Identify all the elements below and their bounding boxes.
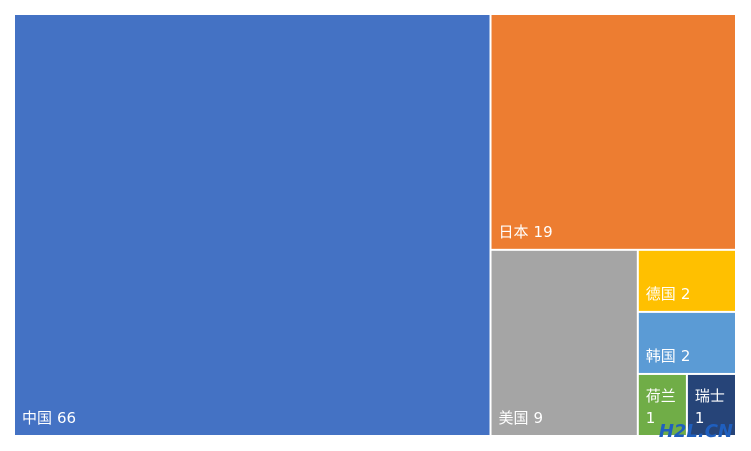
tile-label: 韩国 2 [646, 347, 691, 365]
tile-value: 9 [534, 409, 544, 427]
tile-name: 荷兰 [646, 387, 676, 405]
tile-value: 66 [57, 409, 76, 427]
tile-label: 荷兰 1 [646, 387, 676, 427]
tile [638, 250, 735, 311]
tile-value: 1 [695, 409, 705, 427]
tile-label: 德国 2 [646, 285, 691, 303]
tile [687, 374, 735, 435]
tile [638, 374, 686, 435]
tile-label: 瑞士 1 [695, 387, 725, 427]
tile [491, 15, 735, 249]
watermark: H2L.CN [659, 421, 733, 442]
tile-name: 中国 [22, 409, 52, 427]
tile-name: 美国 [499, 409, 529, 427]
tile-label: 日本 19 [499, 223, 553, 241]
tile-name: 瑞士 [695, 387, 725, 405]
tile-value: 19 [534, 223, 553, 241]
tile-value: 2 [681, 347, 691, 365]
tile-label: 中国 66 [22, 409, 76, 427]
tile [638, 312, 735, 373]
tile-name: 德国 [646, 285, 676, 303]
tile [491, 250, 637, 435]
tile-name: 日本 [499, 223, 529, 241]
tile-label: 美国 9 [499, 409, 544, 427]
tile [15, 15, 490, 435]
tile-value: 2 [681, 285, 691, 303]
tile-value: 1 [646, 409, 656, 427]
tile-name: 韩国 [646, 347, 676, 365]
